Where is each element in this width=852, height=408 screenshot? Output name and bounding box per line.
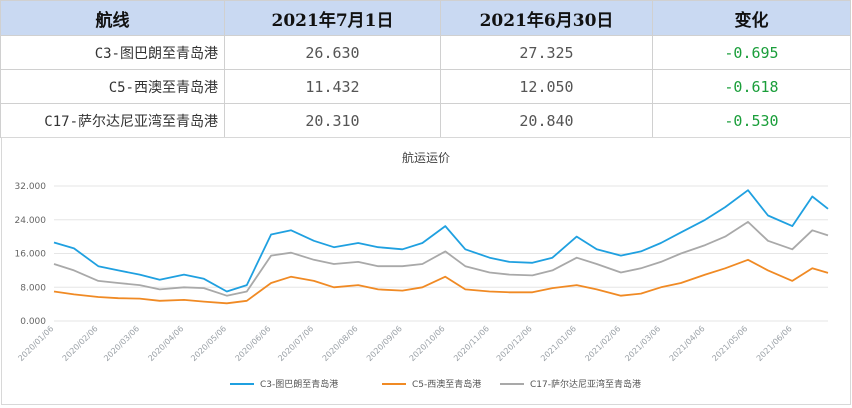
table-row: C17-萨尔达尼亚湾至青岛港 20.310 20.840 -0.530 — [0, 103, 851, 138]
x-tick-label: 2021/03/06 — [623, 324, 662, 363]
x-tick-label: 2020/10/06 — [408, 324, 447, 363]
change-cell: -0.695 — [652, 35, 851, 70]
y-tick-label: 32.000 — [15, 182, 47, 192]
series-line — [53, 221, 829, 297]
line-chart: 航运运价 0.000 8.000 16.000 24.000 32.000 2020/0… — [15, 150, 829, 390]
route-cell: C3-图巴朗至青岛港 — [0, 35, 225, 70]
x-tick-label: 2021/01/06 — [539, 324, 578, 363]
series-lines — [53, 189, 829, 305]
table-header-row: 航线 2021年7月1日 2021年6月30日 变化 — [0, 0, 851, 36]
legend-label: C3-图巴朗至青岛港 — [260, 378, 338, 390]
x-tick-label: 2020/05/06 — [189, 324, 228, 363]
header-route: 航线 — [0, 0, 225, 36]
change-cell: -0.618 — [652, 69, 851, 104]
freight-table: 航线 2021年7月1日 2021年6月30日 变化 C3-图巴朗至青岛港 26… — [0, 0, 851, 138]
x-tick-label: 2020/11/06 — [452, 324, 491, 363]
x-tick-label: 2020/06/06 — [234, 324, 273, 363]
jul1-cell: 26.630 — [224, 35, 441, 70]
jul1-cell: 20.310 — [224, 103, 441, 138]
x-tick-label: 2020/08/06 — [321, 324, 360, 363]
legend-label: C17-萨尔达尼亚湾至青岛港 — [530, 378, 641, 390]
change-cell: -0.530 — [652, 103, 851, 138]
y-tick-label: 8.000 — [20, 283, 46, 293]
jun30-cell: 12.050 — [440, 69, 653, 104]
x-tick-label: 2021/04/06 — [668, 324, 707, 363]
y-tick-label: 16.000 — [15, 250, 47, 260]
x-tick-label: 2021/05/06 — [710, 324, 749, 363]
header-jul1: 2021年7月1日 — [224, 0, 441, 36]
x-tick-label: 2020/12/06 — [495, 324, 534, 363]
series-line — [53, 258, 829, 305]
y-axis: 0.000 8.000 16.000 24.000 32.000 — [15, 182, 47, 327]
x-tick-label: 2020/02/06 — [61, 324, 100, 363]
jun30-cell: 27.325 — [440, 35, 653, 70]
y-tick-label: 0.000 — [20, 317, 46, 327]
jul1-cell: 11.432 — [224, 69, 441, 104]
table-row: C3-图巴朗至青岛港 26.630 27.325 -0.695 — [0, 35, 851, 70]
x-tick-label: 2020/03/06 — [102, 324, 141, 363]
x-tick-label: 2021/06/06 — [755, 324, 794, 363]
jun30-cell: 20.840 — [440, 103, 653, 138]
chart-title: 航运运价 — [402, 150, 450, 165]
x-tick-label: 2020/04/06 — [146, 324, 185, 363]
x-tick-label: 2021/02/06 — [583, 324, 622, 363]
route-cell: C5-西澳至青岛港 — [0, 69, 225, 104]
header-jun30: 2021年6月30日 — [440, 0, 653, 36]
table-row: C5-西澳至青岛港 11.432 12.050 -0.618 — [0, 69, 851, 104]
x-tick-label: 2020/07/06 — [276, 324, 315, 363]
series-line — [53, 189, 829, 293]
x-tick-label: 2020/09/06 — [365, 324, 404, 363]
legend: C3-图巴朗至青岛港 C5-西澳至青岛港 C17-萨尔达尼亚湾至青岛港 — [230, 378, 641, 390]
chart-container: 航运运价 0.000 8.000 16.000 24.000 32.000 2020/0… — [1, 137, 851, 405]
x-tick-label: 2020/01/06 — [16, 324, 55, 363]
legend-label: C5-西澳至青岛港 — [412, 378, 481, 390]
route-cell: C17-萨尔达尼亚湾至青岛港 — [0, 103, 225, 138]
x-axis: 2020/01/06 2020/02/06 2020/03/06 2020/04/06… — [16, 324, 793, 363]
header-change: 变化 — [652, 0, 851, 36]
y-tick-label: 24.000 — [15, 216, 47, 226]
